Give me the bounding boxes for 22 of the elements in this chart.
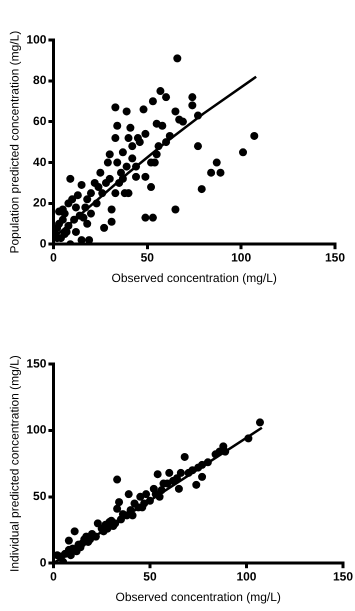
y-tick-label: 40 bbox=[33, 154, 47, 169]
y-tick-label: 100 bbox=[26, 32, 47, 46]
y-tick-label: 0 bbox=[40, 236, 47, 251]
y-tick-label: 20 bbox=[33, 196, 47, 210]
y-tick-label: 80 bbox=[33, 73, 47, 88]
y-axis-title: Individual predicted concentration (mg/L) bbox=[8, 355, 22, 572]
x-axis-title: Observed concentration (mg/L) bbox=[112, 271, 277, 286]
y-axis-title: Population predicted concentration (mg/L) bbox=[8, 30, 22, 254]
x-tick-label: 100 bbox=[231, 250, 252, 265]
x-tick-label: 150 bbox=[324, 250, 346, 265]
x-tick-label: 50 bbox=[143, 570, 157, 584]
x-tick-label: 100 bbox=[236, 570, 257, 584]
x-tick-label: 0 bbox=[50, 570, 58, 584]
x-tick-label: 0 bbox=[50, 250, 58, 265]
y-tick-label: 100 bbox=[26, 422, 47, 437]
x-tick-label: 50 bbox=[140, 250, 154, 265]
x-tick-label: 150 bbox=[332, 570, 354, 584]
x-axis-title: Observed concentration (mg/L) bbox=[115, 590, 281, 604]
y-tick-label: 50 bbox=[33, 489, 47, 504]
y-tick-label: 150 bbox=[26, 356, 47, 370]
y-tick-label: 60 bbox=[33, 114, 47, 128]
y-tick-label: 0 bbox=[40, 556, 47, 570]
